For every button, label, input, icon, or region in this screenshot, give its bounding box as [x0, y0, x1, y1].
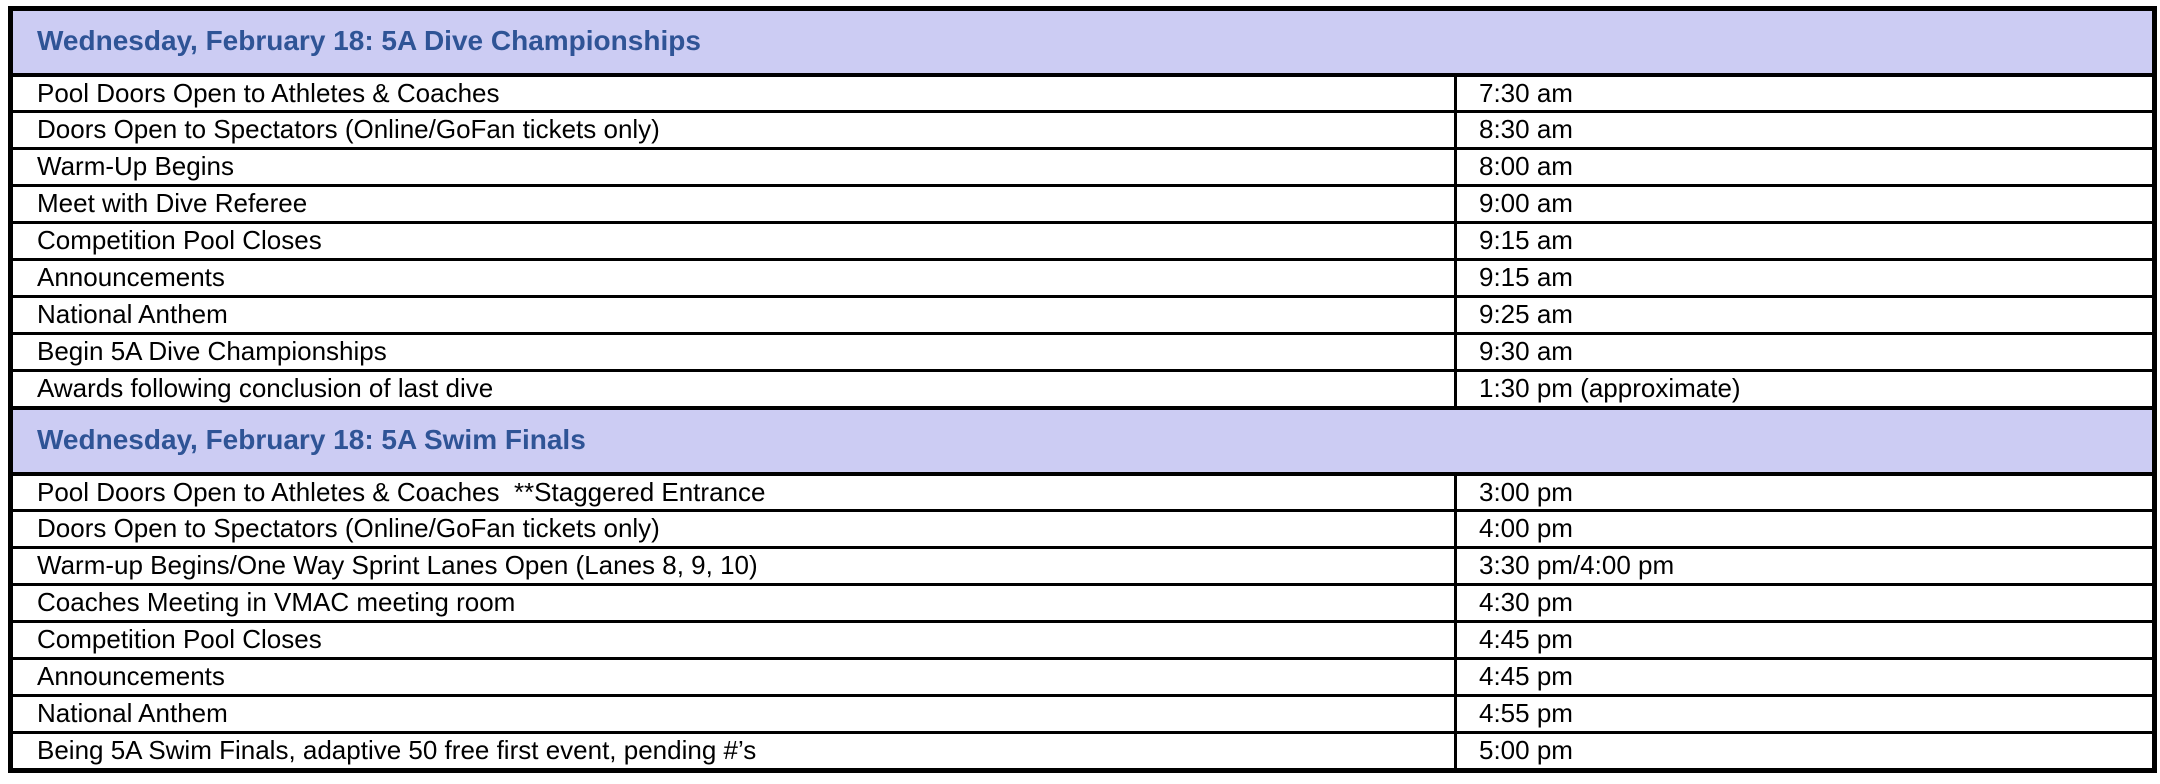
table-row: Doors Open to Spectators (Online/GoFan t…	[9, 110, 2156, 151]
table-row: Warm-Up Begins 8:00 am	[9, 147, 2156, 188]
event-cell: Pool Doors Open to Athletes & Coaches	[9, 72, 1457, 114]
time-cell: 9:00 am	[1454, 184, 2156, 225]
event-cell: Announcements	[9, 258, 1457, 299]
table-row: Pool Doors Open to Athletes & Coaches 7:…	[9, 72, 2156, 114]
event-cell: Warm-up Begins/One Way Sprint Lanes Open…	[9, 546, 1457, 587]
event-cell: Competition Pool Closes	[9, 620, 1457, 661]
time-cell: 5:00 pm	[1454, 731, 2156, 772]
time-cell: 1:30 pm (approximate)	[1454, 369, 2156, 410]
event-cell: Pool Doors Open to Athletes & Coaches **…	[9, 472, 1457, 513]
event-cell: Awards following conclusion of last dive	[9, 369, 1457, 410]
event-cell: Competition Pool Closes	[9, 221, 1457, 262]
section-header-row: Wednesday, February 18: 5A Swim Finals	[9, 405, 2156, 476]
time-cell: 4:00 pm	[1454, 509, 2156, 550]
section-title-swim-finals: Wednesday, February 18: 5A Swim Finals	[9, 405, 2156, 476]
time-cell: 9:15 am	[1454, 258, 2156, 299]
table-row: Coaches Meeting in VMAC meeting room 4:3…	[9, 583, 2156, 624]
time-cell: 9:15 am	[1454, 221, 2156, 262]
time-cell: 4:45 pm	[1454, 657, 2156, 698]
table-row: Announcements 4:45 pm	[9, 657, 2156, 698]
time-cell: 8:30 am	[1454, 110, 2156, 151]
table-row: Begin 5A Dive Championships 9:30 am	[9, 332, 2156, 373]
table-row: Meet with Dive Referee 9:00 am	[9, 184, 2156, 225]
time-cell: 9:30 am	[1454, 332, 2156, 373]
table-row: Awards following conclusion of last dive…	[9, 369, 2156, 410]
table-row: Competition Pool Closes 4:45 pm	[9, 620, 2156, 661]
time-cell: 3:00 pm	[1454, 472, 2156, 513]
event-cell: Doors Open to Spectators (Online/GoFan t…	[9, 509, 1457, 550]
section-header-row: Wednesday, February 18: 5A Dive Champion…	[9, 6, 2156, 77]
time-cell: 4:30 pm	[1454, 583, 2156, 624]
event-schedule-table: Wednesday, February 18: 5A Dive Champion…	[8, 6, 2157, 773]
time-cell: 8:00 am	[1454, 147, 2156, 188]
event-cell: Doors Open to Spectators (Online/GoFan t…	[9, 110, 1457, 151]
event-cell: Coaches Meeting in VMAC meeting room	[9, 583, 1457, 624]
table-row: Announcements 9:15 am	[9, 258, 2156, 299]
event-cell: Begin 5A Dive Championships	[9, 332, 1457, 373]
time-cell: 4:55 pm	[1454, 694, 2156, 735]
table-row: National Anthem 9:25 am	[9, 295, 2156, 336]
event-cell: Being 5A Swim Finals, adaptive 50 free f…	[9, 731, 1457, 772]
event-cell: Meet with Dive Referee	[9, 184, 1457, 225]
time-cell: 3:30 pm/4:00 pm	[1454, 546, 2156, 587]
table-row: Doors Open to Spectators (Online/GoFan t…	[9, 509, 2156, 550]
table-row: Warm-up Begins/One Way Sprint Lanes Open…	[9, 546, 2156, 587]
time-cell: 4:45 pm	[1454, 620, 2156, 661]
event-cell: National Anthem	[9, 295, 1457, 336]
event-cell: National Anthem	[9, 694, 1457, 735]
event-cell: Warm-Up Begins	[9, 147, 1457, 188]
table-row: Being 5A Swim Finals, adaptive 50 free f…	[9, 731, 2156, 772]
section-title-dive-championships: Wednesday, February 18: 5A Dive Champion…	[9, 6, 2156, 77]
time-cell: 9:25 am	[1454, 295, 2156, 336]
event-cell: Announcements	[9, 657, 1457, 698]
table-row: National Anthem 4:55 pm	[9, 694, 2156, 735]
table-row: Pool Doors Open to Athletes & Coaches **…	[9, 472, 2156, 513]
table-row: Competition Pool Closes 9:15 am	[9, 221, 2156, 262]
time-cell: 7:30 am	[1454, 72, 2156, 114]
